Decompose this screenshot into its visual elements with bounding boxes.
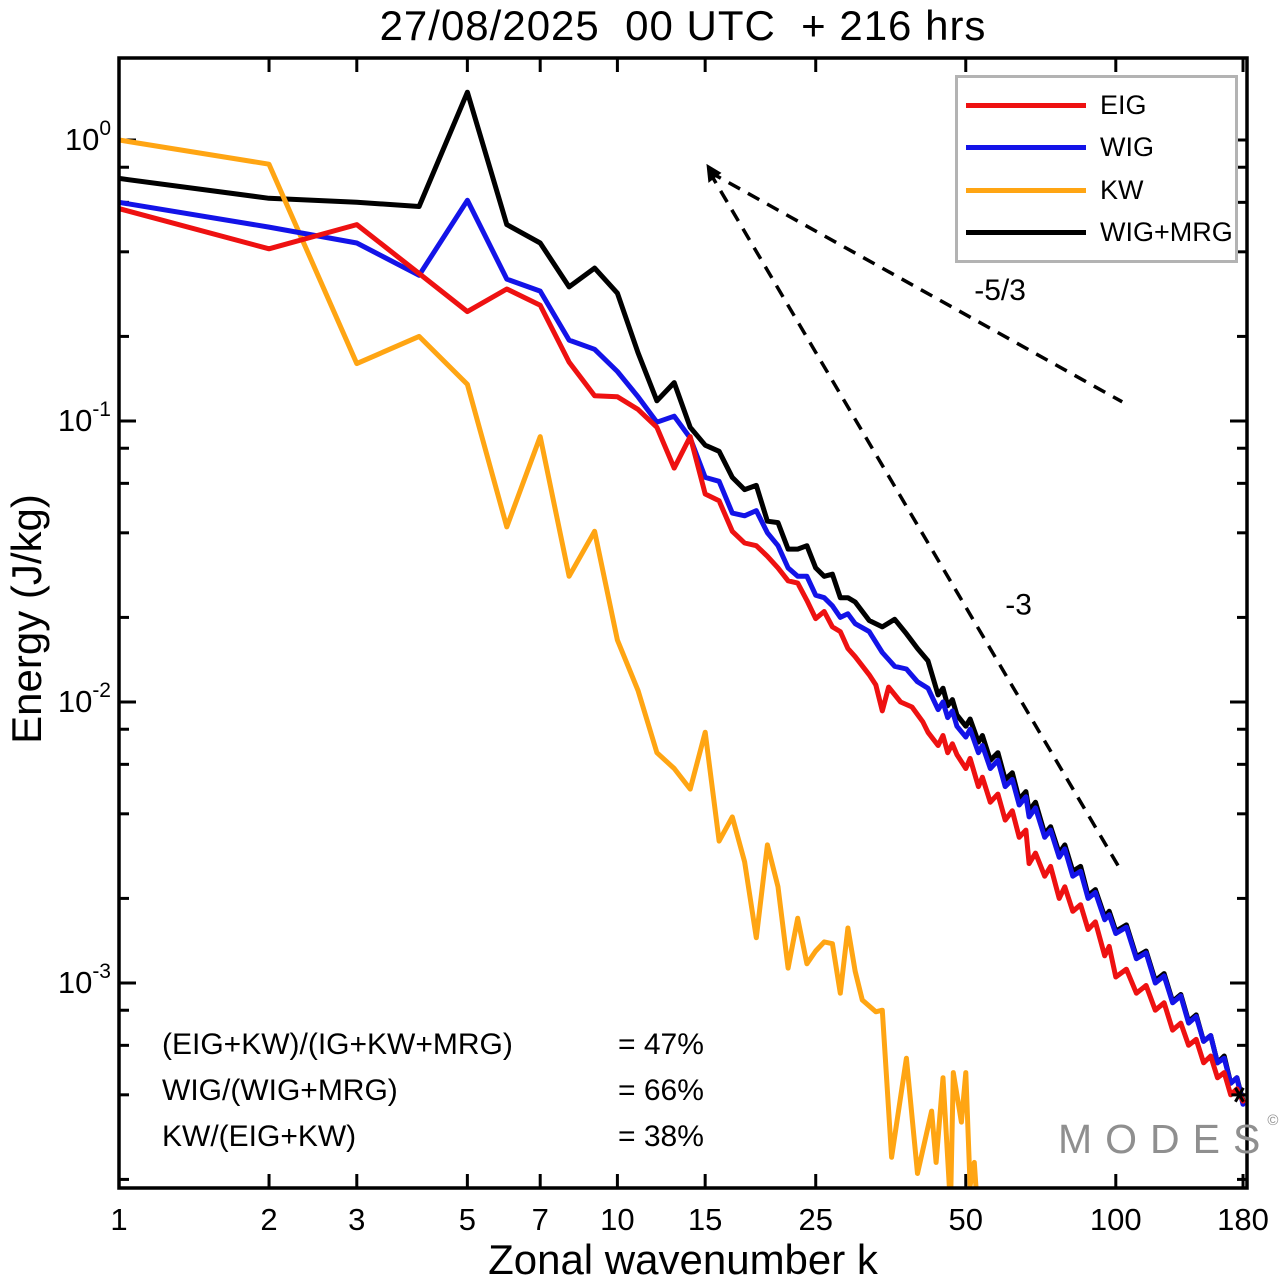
ratio-value: = 38%: [618, 1120, 704, 1153]
legend-item-wig-mrg: WIG+MRG: [958, 216, 1235, 250]
svg-text:5: 5: [459, 1202, 476, 1237]
slope-label--3: -3: [1005, 588, 1032, 621]
ratio-annotation-row: WIG/(WIG+MRG) = 66%: [162, 1068, 704, 1114]
curve-kw: [119, 137, 979, 1188]
svg-text:7: 7: [532, 1202, 549, 1237]
curve-eig: [119, 206, 1246, 1104]
legend-label: KW: [1100, 174, 1144, 205]
x-tick-labels: 1 2 3 5 7 10 15 25 50 100 180: [110, 1202, 1269, 1237]
legend-box: EIG WIG KW WIG+MRG: [955, 75, 1238, 263]
svg-text:10: 10: [600, 1202, 634, 1237]
svg-text:100: 100: [1090, 1202, 1142, 1237]
ratio-value: = 66%: [618, 1074, 704, 1107]
ratio-formula: WIG/(WIG+MRG): [162, 1074, 398, 1107]
y-tick-labels: 100 10-1 10-2 10-3: [58, 117, 111, 1000]
svg-text:2: 2: [260, 1202, 277, 1237]
page-title: 27/08/2025 00 UTC + 216 hrs: [379, 2, 987, 49]
ratio-value: = 47%: [618, 1028, 704, 1061]
modes-watermark: MODES©: [1058, 1112, 1278, 1163]
svg-text:180: 180: [1217, 1202, 1269, 1237]
wedge-arrowhead: [706, 163, 722, 183]
x-axis-label: Zonal wavenumber k: [488, 1236, 878, 1283]
svg-text:10-2: 10-2: [58, 679, 111, 719]
spectra-curves: [119, 89, 1246, 1188]
svg-text:1: 1: [110, 1202, 127, 1237]
legend-label: WIG+MRG: [1100, 217, 1233, 248]
plot-frame: [117, 56, 1249, 1190]
svg-text:25: 25: [798, 1202, 832, 1237]
legend-label: WIG: [1100, 132, 1154, 163]
watermark-text: MODES: [1058, 1116, 1274, 1162]
ratio-annotation-row: KW/(EIG+KW) = 38%: [162, 1114, 704, 1160]
y-axis-label: Energy (J/kg): [3, 494, 50, 744]
legend-line-sample: [966, 145, 1086, 151]
copyright-mark: ©: [1267, 1112, 1279, 1129]
legend-item-eig: EIG: [958, 88, 1235, 122]
slope-line--3: [707, 171, 1124, 874]
ratio-annotation-row: (EIG+KW)/(IG+KW+MRG) = 47%: [162, 1022, 704, 1068]
legend-line-sample: [966, 230, 1086, 236]
svg-text:3: 3: [348, 1202, 365, 1237]
curve-wig: [119, 197, 1246, 1107]
slope-line--5/3: [708, 170, 1124, 404]
end-marker-asterisk: [1231, 1087, 1248, 1103]
svg-text:15: 15: [688, 1202, 722, 1237]
svg-text:100: 100: [65, 117, 111, 157]
svg-text:50: 50: [949, 1202, 983, 1237]
legend-item-wig: WIG: [958, 131, 1235, 165]
legend-line-sample: [966, 102, 1086, 108]
ratio-formula: (EIG+KW)/(IG+KW+MRG): [162, 1028, 513, 1061]
ratio-annotations: (EIG+KW)/(IG+KW+MRG) = 47% WIG/(WIG+MRG) = …: [162, 1022, 704, 1160]
slope-reference-lines: -5/3 -3: [706, 163, 1124, 874]
ratio-formula: KW/(EIG+KW): [162, 1120, 357, 1153]
svg-text:10-1: 10-1: [58, 398, 111, 438]
legend-item-kw: KW: [958, 173, 1235, 207]
legend-line-sample: [966, 187, 1086, 193]
legend-label: EIG: [1100, 89, 1147, 120]
svg-text:10-3: 10-3: [58, 960, 111, 1000]
slope-label--5/3: -5/3: [974, 274, 1026, 307]
